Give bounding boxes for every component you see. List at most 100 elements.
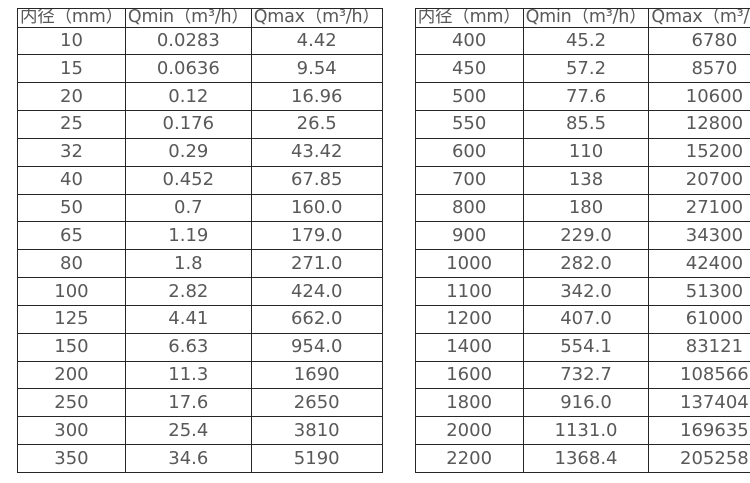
table-cell: 700 [414,165,524,195]
table-cell: 550 [414,110,524,139]
table-row: 450 57.2 8570 [414,54,750,84]
table-row: 300 25.4 3810 [17,416,383,446]
table-row: 600 110 15200 [414,137,750,167]
table-row: 700 138 20700 [414,165,750,195]
table-row: 1200 407.0 61000 [414,304,750,334]
table-cell: 450 [414,54,524,84]
table-cell: 2200 [414,444,524,473]
table-cell: 400 [414,26,524,56]
table-cell: 4.41 [124,304,252,334]
table-cell: 200 [17,360,126,390]
table-cell: 0.176 [124,110,252,139]
table-cell: 51300 [648,277,750,306]
table-cell: 3810 [250,416,383,446]
table-cell: 1600 [414,360,524,390]
table-cell: 57.2 [522,54,650,84]
table-row: 2000 1131.0 169635 [414,416,750,446]
table-cell: 83121 [648,332,750,362]
table-row: 2200 1368.4 205258 [414,444,750,473]
column-header-0: 内径（mm） [414,8,524,28]
flow-table-large-diameters: 内径（mm）Qmin（m³/h）Qmax（m³/h）40045.26780450… [414,8,750,473]
table-cell: 138 [522,165,650,195]
table-cell: 662.0 [250,304,383,334]
table-cell: 554.1 [522,332,650,362]
table-cell: 43.42 [250,137,383,167]
table-cell: 80 [17,249,126,279]
table-cell: 1100 [414,277,524,306]
table-cell: 0.0283 [124,26,252,56]
table-cell: 12800 [648,110,750,139]
table-row: 1800 916.0 137404 [414,388,750,418]
table-cell: 20700 [648,165,750,195]
table-cell: 2000 [414,416,524,446]
table-cell: 10 [17,26,126,56]
column-header-2: Qmax（m³/h） [250,8,383,28]
table-cell: 9.54 [250,54,383,84]
table-cell: 50 [17,193,126,223]
table-cell: 20 [17,82,126,112]
table-cell: 169635 [648,416,750,446]
table-row: 550 85.5 12800 [414,110,750,139]
table-cell: 0.0636 [124,54,252,84]
table-cell: 16.96 [250,82,383,112]
table-cell: 15200 [648,137,750,167]
table-cell: 800 [414,193,524,223]
table-cell: 15 [17,54,126,84]
table-row: 25 0.176 26.5 [17,110,383,139]
table-cell: 25 [17,110,126,139]
table-row: 400 45.2 6780 [414,26,750,56]
table-row: 1100 342.0 51300 [414,277,750,306]
table-cell: 160.0 [250,193,383,223]
table-cell: 8570 [648,54,750,84]
table-row: 80 1.8 271.0 [17,249,383,279]
table-row: 250 17.6 2650 [17,388,383,418]
table-cell: 10600 [648,82,750,112]
table-cell: 6.63 [124,332,252,362]
flow-table-small-diameters: 内径（mm） Qmin（m³/h） Qmax（m³/h） 10 0.0283 4.42 15… [17,8,383,473]
header-row: 内径（mm）Qmin（m³/h）Qmax（m³/h） [414,8,750,28]
table-cell: 61000 [648,304,750,334]
table-cell: 77.6 [522,82,650,112]
table-cell: 282.0 [522,249,650,279]
table-cell: 916.0 [522,388,650,418]
table-cell: 0.452 [124,165,252,195]
table-cell: 407.0 [522,304,650,334]
table-row: 500 77.6 10600 [414,82,750,112]
table-row: 10 0.0283 4.42 [17,26,383,56]
table-row: 40 0.452 67.85 [17,165,383,195]
table-row: 800 180 27100 [414,193,750,223]
table-row: 350 34.6 5190 [17,444,383,473]
table-cell: 424.0 [250,277,383,306]
table-cell: 6780 [648,26,750,56]
table-row: 32 0.29 43.42 [17,137,383,167]
table-row: 1000 282.0 42400 [414,249,750,279]
table-cell: 1.8 [124,249,252,279]
table-cell: 40 [17,165,126,195]
table-cell: 4.42 [250,26,383,56]
table-row: 200 11.3 1690 [17,360,383,390]
table-cell: 67.85 [250,165,383,195]
table-cell: 150 [17,332,126,362]
table-cell: 271.0 [250,249,383,279]
table-cell: 1800 [414,388,524,418]
table-cell: 1.19 [124,221,252,251]
table-row: 100 2.82 424.0 [17,277,383,306]
table-cell: 1200 [414,304,524,334]
table-cell: 65 [17,221,126,251]
table-cell: 1690 [250,360,383,390]
table-row: 900 229.0 34300 [414,221,750,251]
table-cell: 2.82 [124,277,252,306]
table-cell: 180 [522,193,650,223]
table-cell: 0.7 [124,193,252,223]
column-header-2: Qmax（m³/h） [648,8,750,28]
table-row: 15 0.0636 9.54 [17,54,383,84]
table-cell: 1400 [414,332,524,362]
table-cell: 32 [17,137,126,167]
table-cell: 42400 [648,249,750,279]
table-cell: 250 [17,388,126,418]
table-cell: 125 [17,304,126,334]
table-row: 1600 732.7 108566 [414,360,750,390]
table-cell: 350 [17,444,126,473]
table-cell: 0.12 [124,82,252,112]
